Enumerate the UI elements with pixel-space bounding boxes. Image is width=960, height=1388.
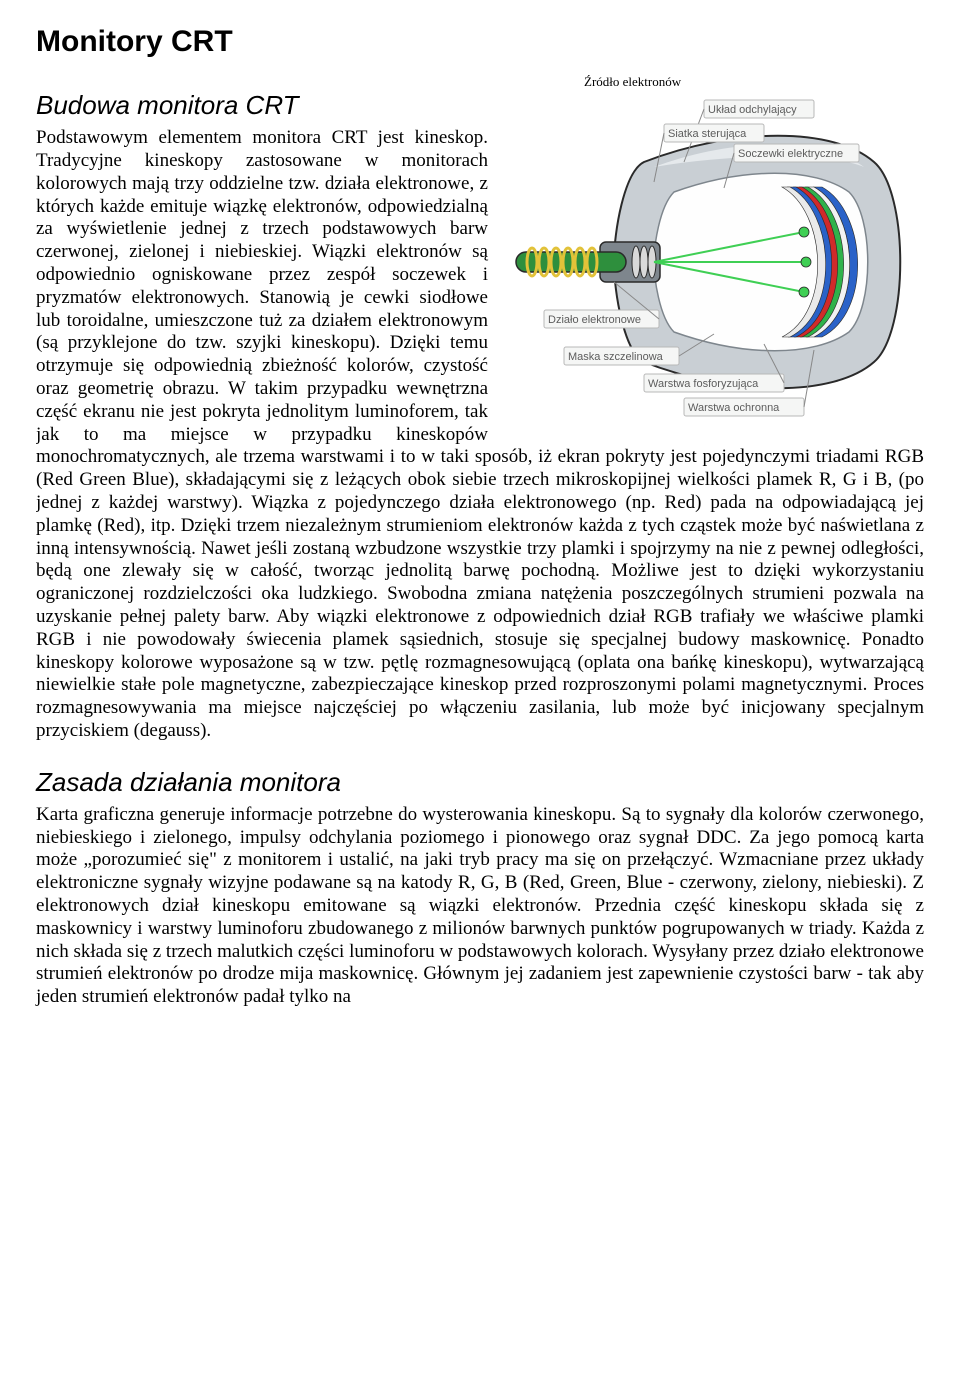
- body-zasada: Karta graficzna generuje informacje potr…: [36, 804, 924, 1009]
- heading-zasada: Zasada działania monitora: [36, 767, 924, 798]
- figure-caption: Źródło elektronów: [584, 74, 924, 90]
- crt-diagram-figure: Źródło elektronów Układ odchylający Siatk…: [504, 74, 924, 432]
- svg-text:Warstwa ochronna: Warstwa ochronna: [688, 402, 780, 414]
- svg-text:Warstwa fosforyzująca: Warstwa fosforyzująca: [648, 378, 759, 390]
- svg-text:Soczewki elektryczne: Soczewki elektryczne: [738, 148, 843, 160]
- svg-text:Siatka sterująca: Siatka sterująca: [668, 128, 747, 140]
- page-title: Monitory CRT: [36, 24, 924, 60]
- crt-diagram-svg: Układ odchylający Siatka sterująca Soczewk…: [504, 92, 924, 432]
- svg-text:Maska szczelinowa: Maska szczelinowa: [568, 351, 664, 363]
- svg-text:Układ odchylający: Układ odchylający: [708, 104, 797, 116]
- svg-text:Działo elektronowe: Działo elektronowe: [548, 314, 641, 326]
- section-budowa: Źródło elektronów Układ odchylający Siatk…: [36, 74, 924, 751]
